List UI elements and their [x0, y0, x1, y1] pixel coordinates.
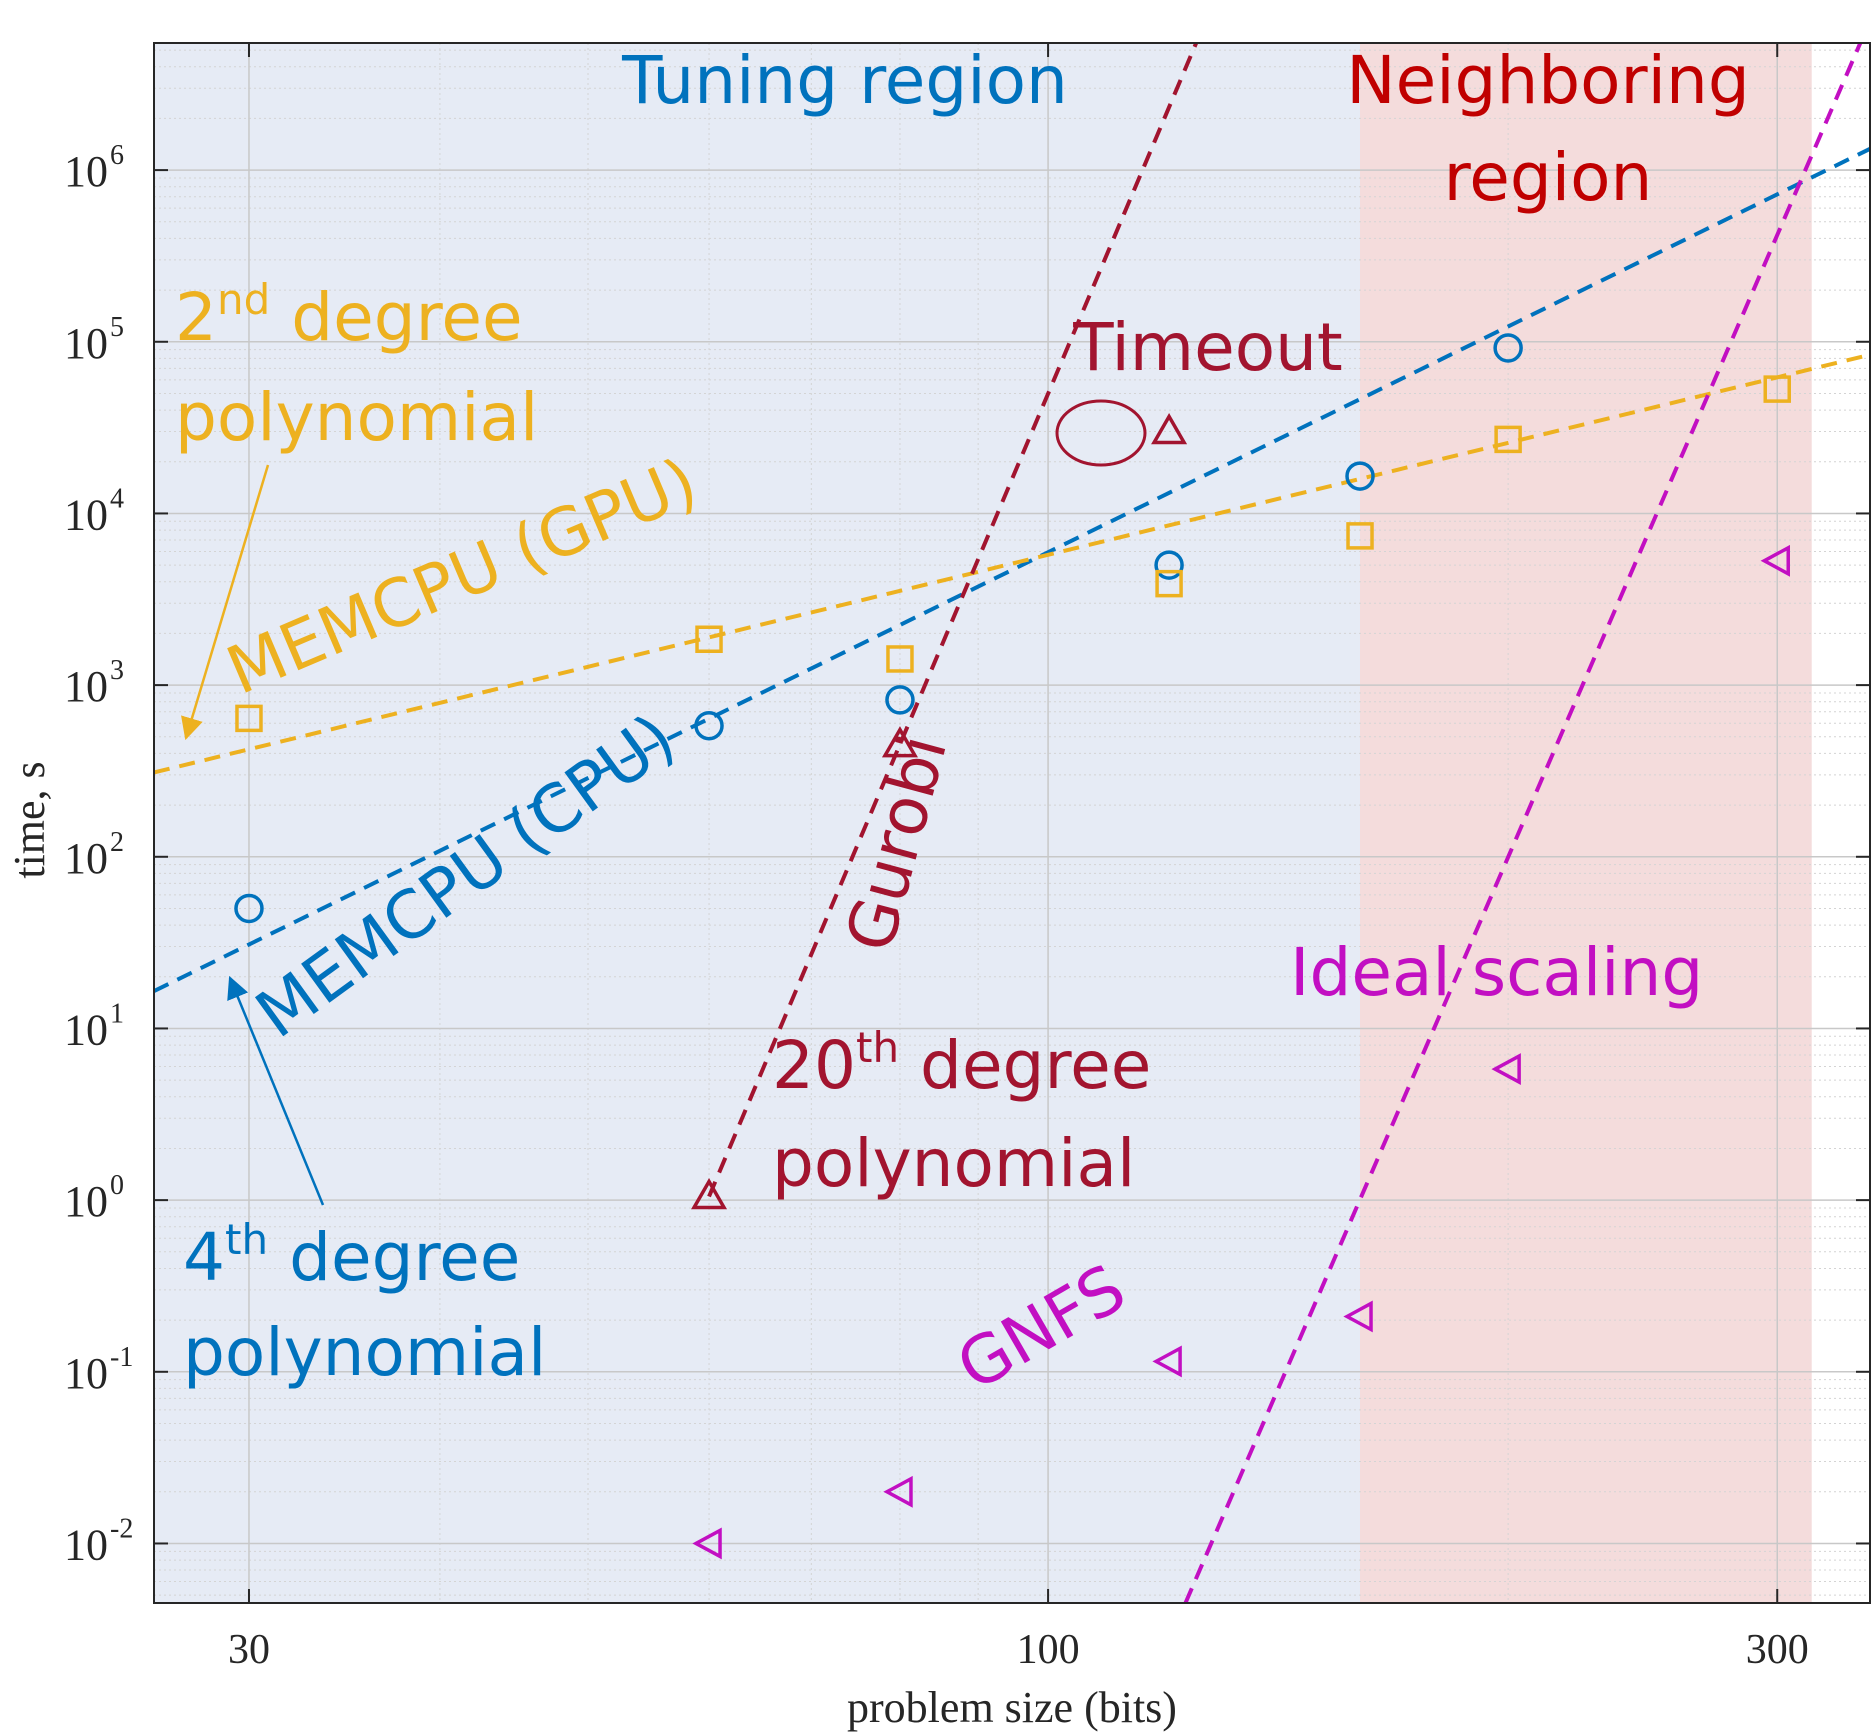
region-0 [154, 43, 1361, 1603]
x-ticks: 30 100 300 [228, 43, 1809, 1673]
circle-point [885, 685, 915, 715]
y-axis-label: time, s [5, 761, 54, 878]
y-tick-exponent: -1 [110, 1342, 133, 1373]
square-point [235, 704, 263, 733]
region-1 [1360, 43, 1812, 1603]
y-tick-label: 10 [64, 1177, 108, 1226]
fourth-degree-polynomial-label: polynomial [183, 1314, 546, 1391]
y-tick-label: 10 [64, 1349, 108, 1398]
circle-point [694, 710, 724, 741]
y-tick-exponent: 5 [110, 312, 124, 343]
y-tick-exponent: 4 [110, 483, 124, 514]
y-tick-label: 10 [64, 662, 108, 711]
twentieth-degree-label: 20th degree [772, 1023, 1151, 1104]
plot-frame [153, 42, 1871, 1604]
y-tick-exponent: 1 [110, 998, 124, 1029]
ideal-scaling-label: Ideal scaling [1290, 934, 1703, 1011]
triangle-left-point [883, 1475, 913, 1508]
square-point [1346, 522, 1374, 550]
fit-line-0 [154, 147, 1870, 993]
data-points [234, 333, 1791, 1560]
y-tick-exponent: -2 [110, 1513, 133, 1544]
circle-point [1154, 550, 1184, 580]
y-tick-exponent: 0 [110, 1170, 124, 1201]
triangle-left-point [1152, 1345, 1182, 1378]
neighboring-region-label-line2: region [1444, 139, 1653, 216]
timeout-circle [1055, 399, 1147, 467]
timeout-label: Timeout [1072, 309, 1343, 386]
x-tick-label: 30 [228, 1627, 270, 1673]
square-point [1155, 569, 1183, 598]
circle-point [234, 893, 264, 924]
second-degree-arrow [181, 464, 270, 741]
fourth-degree-arrow [227, 975, 325, 1206]
twentieth-degree-polynomial-label: polynomial [772, 1125, 1135, 1202]
y-tick-label: 10 [64, 147, 108, 196]
fit-line-3 [1183, 43, 1863, 1603]
triangle-up-point [1151, 413, 1188, 445]
triangle-left-point [1760, 544, 1790, 577]
triangle-left-point [1491, 1053, 1521, 1086]
square-point [886, 645, 914, 673]
tuning-region-label: Tuning region [621, 42, 1068, 119]
y-tick-exponent: 3 [110, 655, 124, 686]
neighboring-region-label-line1: Neighboring [1346, 42, 1750, 119]
triangle-left-point [692, 1527, 722, 1560]
fit-line-1 [154, 352, 1870, 775]
x-tick-label: 100 [1017, 1627, 1080, 1673]
triangle-left-point [1343, 1300, 1373, 1333]
x-tick-label: 300 [1746, 1627, 1809, 1673]
triangle-up-point [881, 726, 918, 758]
triangle-up-point [691, 1177, 728, 1210]
square-point [1494, 425, 1522, 454]
second-degree-label: 2nd degree [175, 275, 523, 356]
y-tick-exponent: 2 [110, 827, 124, 858]
circle-point [1493, 333, 1523, 363]
y-tick-label: 10 [64, 1005, 108, 1054]
y-tick-label: 10 [64, 834, 108, 883]
fit-lines [154, 43, 1870, 1603]
x-axis-label: problem size (bits) [847, 1683, 1177, 1732]
second-degree-polynomial-label: polynomial [175, 379, 538, 456]
square-point [1763, 375, 1791, 403]
y-tick-label: 10 [64, 490, 108, 539]
fit-line-2 [707, 43, 1199, 1198]
y-tick-exponent: 6 [110, 140, 124, 171]
y-tick-label: 10 [64, 319, 108, 368]
square-point [695, 625, 723, 653]
fourth-degree-label: 4th degree [183, 1215, 520, 1296]
y-tick-label: 10 [64, 1520, 108, 1569]
circle-point [1345, 461, 1375, 491]
